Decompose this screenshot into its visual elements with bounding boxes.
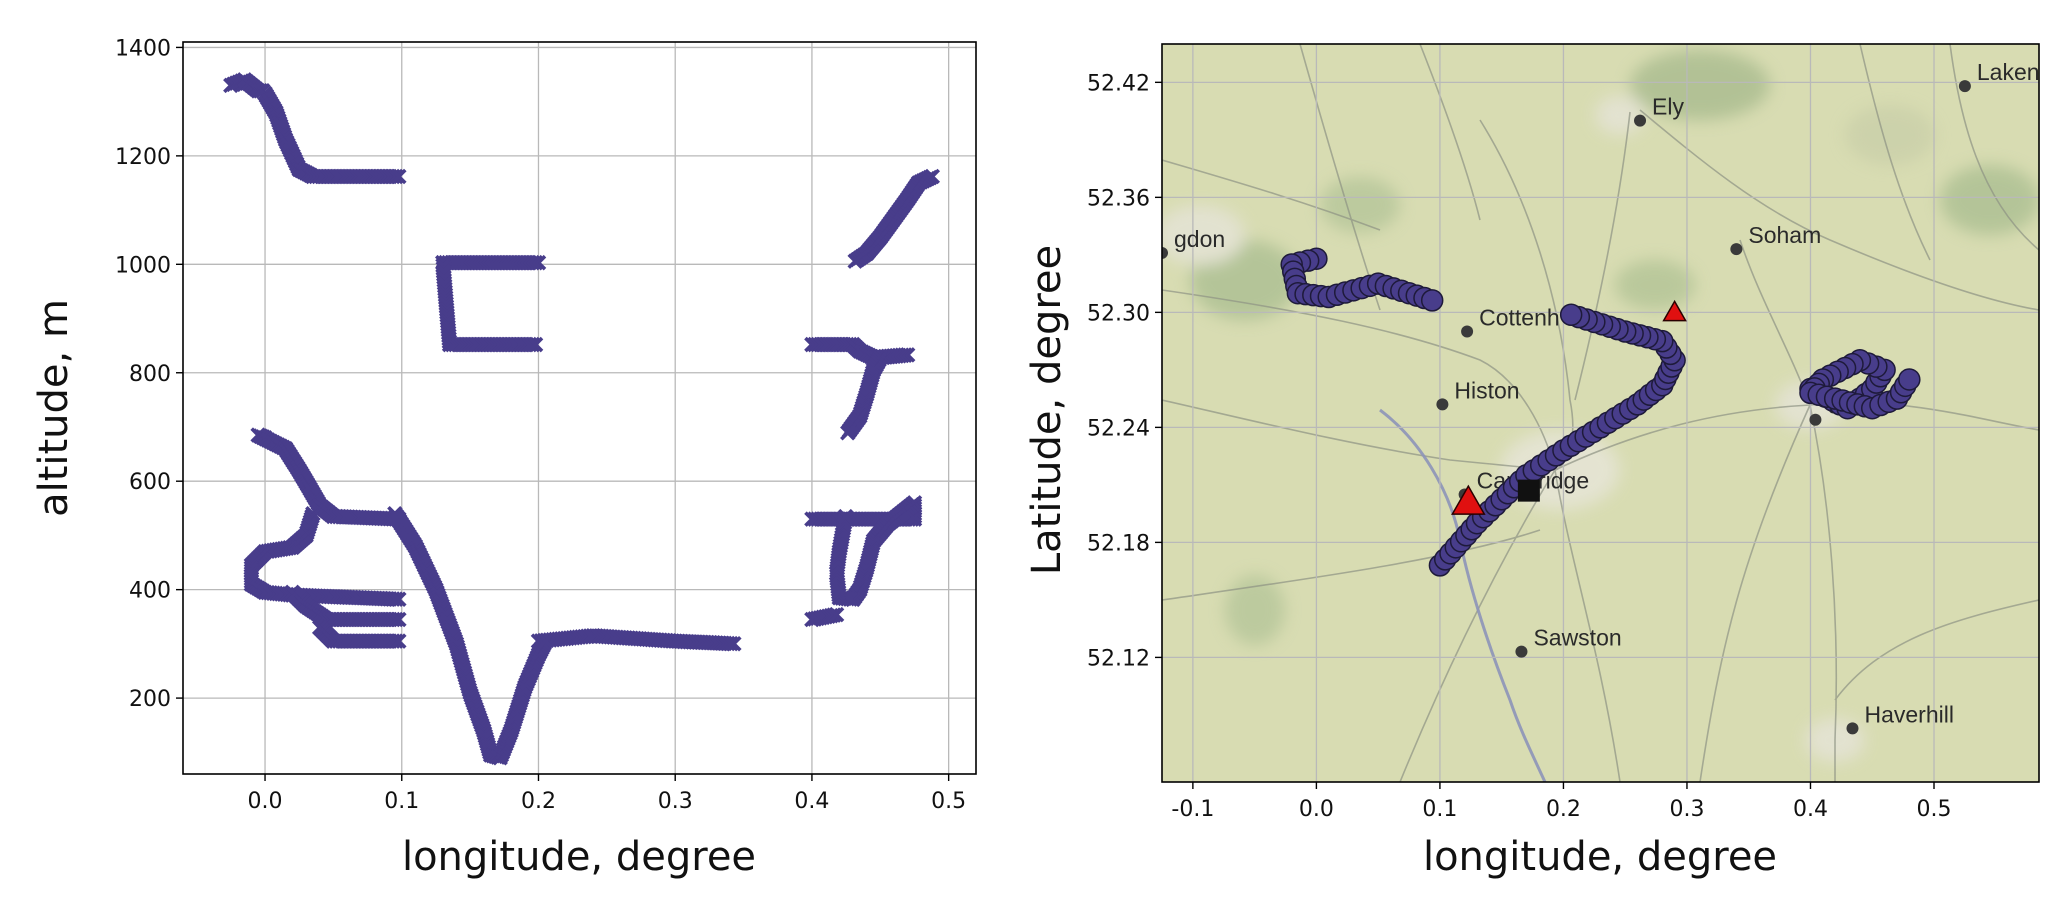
track-marker — [527, 336, 544, 353]
y-tick-label: 600 — [129, 470, 171, 495]
y-tick-label: 800 — [129, 362, 171, 387]
track-marker — [524, 336, 541, 353]
y-tick-label: 1200 — [115, 145, 171, 170]
track-marker — [388, 168, 404, 185]
track-marker — [388, 591, 404, 607]
x-tick-label: 0.0 — [1299, 797, 1334, 822]
y-tick-label: 1000 — [115, 253, 171, 278]
place-dot — [1809, 413, 1822, 426]
track-point — [1898, 368, 1921, 391]
track-marker — [521, 336, 538, 353]
track-marker — [840, 424, 856, 441]
map-y-axis-label: Latitude, degree — [1024, 245, 1070, 575]
track-marker — [391, 611, 407, 628]
x-tick-label: 0.3 — [658, 789, 693, 814]
altitude-plot-area — [183, 42, 976, 774]
track-marker — [726, 635, 742, 652]
x-tick-label: 0.5 — [931, 789, 966, 814]
track-point — [1420, 289, 1444, 312]
place-dot — [1515, 645, 1528, 658]
track-marker — [720, 635, 736, 652]
place-label: Histon — [1454, 377, 1519, 403]
x-tick-label: 0.2 — [521, 789, 556, 814]
terrain-shading — [1162, 50, 2039, 762]
place-dot — [1958, 80, 1971, 93]
place-label: Ely — [1652, 94, 1684, 120]
y-tick-label: 52.42 — [1087, 71, 1150, 96]
river — [1379, 408, 1547, 782]
altitude-y-axis-label: altitude, m — [31, 299, 77, 517]
map-chart: LakenhElySohamgdonCottenhHistonCambridge… — [1024, 43, 2052, 880]
map-ticks: -0.1 0.0 0.1 0.2 0.3 0.4 0.5 52.12 52.18 52.24 52.… — [1087, 71, 1951, 822]
track-marker — [388, 633, 404, 649]
end-triangle-marker — [1662, 299, 1687, 322]
start-triangle-marker — [1451, 484, 1486, 515]
y-tick-label: 52.24 — [1087, 416, 1150, 441]
track-marker — [385, 611, 401, 628]
altitude-ticks: 0.0 0.1 0.2 0.3 0.4 0.5 200 400 600 800 1000 1200 14… — [115, 36, 966, 814]
place-label: gdon — [1174, 226, 1225, 252]
place-label: Sawston — [1533, 625, 1621, 651]
y-tick-label: 1400 — [115, 36, 171, 61]
y-tick-label: 200 — [129, 687, 171, 712]
track-marker — [828, 606, 845, 623]
place-dot — [1634, 114, 1647, 127]
x-tick-label: -0.1 — [1171, 797, 1214, 822]
altitude-chart: 0.0 0.1 0.2 0.3 0.4 0.5 200 400 600 800 1000 1200 14… — [31, 36, 977, 880]
x-tick-label: 0.1 — [1422, 797, 1457, 822]
place-label: Soham — [1748, 222, 1821, 248]
track-marker — [391, 633, 407, 649]
map-track — [1280, 247, 1921, 577]
track-marker — [385, 168, 401, 185]
basemap — [1162, 44, 2039, 782]
track-marker — [537, 633, 554, 649]
square-marker — [1517, 479, 1540, 502]
altitude-track — [223, 72, 941, 766]
y-tick-label: 52.30 — [1087, 301, 1150, 326]
y-tick-label: 52.12 — [1087, 646, 1150, 671]
x-tick-label: 0.3 — [1669, 797, 1704, 822]
x-tick-label: 0.2 — [1546, 797, 1581, 822]
altitude-plot-frame — [182, 41, 977, 775]
track-point — [1559, 303, 1583, 327]
y-tick-label: 52.18 — [1087, 531, 1150, 556]
place-dot — [1846, 722, 1859, 735]
x-tick-label: 0.5 — [1917, 797, 1952, 822]
map-markers — [1451, 299, 1687, 515]
x-tick-label: 0.4 — [1793, 797, 1828, 822]
place-dot — [1461, 325, 1474, 338]
track-marker — [385, 633, 401, 649]
x-tick-label: 0.1 — [384, 789, 419, 814]
place-label: Haverhill — [1864, 701, 1953, 727]
altitude-x-axis-label: longitude, degree — [402, 834, 756, 880]
y-tick-label: 52.36 — [1087, 186, 1150, 211]
track-marker — [391, 591, 407, 608]
track-marker — [723, 635, 739, 652]
place-dot — [1436, 398, 1449, 411]
track-marker — [847, 253, 863, 269]
map-plot-frame — [1161, 43, 2040, 783]
y-tick-label: 400 — [129, 579, 171, 604]
place-label: Cottenh — [1479, 305, 1560, 331]
track-marker — [391, 168, 407, 185]
track-marker — [837, 508, 854, 525]
map-x-axis-label: longitude, degree — [1423, 834, 1777, 880]
track-marker — [388, 611, 404, 628]
place-dot — [1162, 246, 1168, 259]
place-label: Lakenh — [1977, 59, 2052, 85]
place-dot — [1730, 243, 1743, 256]
x-tick-label: 0.4 — [794, 789, 829, 814]
x-tick-label: 0.0 — [248, 789, 283, 814]
